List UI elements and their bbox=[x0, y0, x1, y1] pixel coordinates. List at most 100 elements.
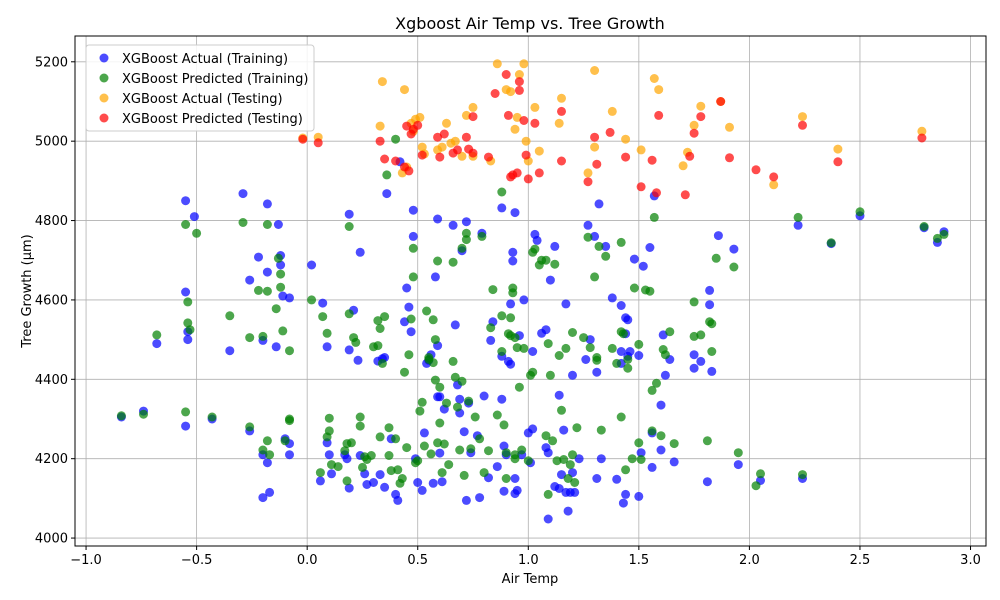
point-actual-training bbox=[607, 293, 617, 303]
point-predicted-training bbox=[391, 134, 401, 144]
point-predicted-testing bbox=[917, 133, 927, 143]
point-predicted-training bbox=[548, 436, 558, 446]
point-predicted-training bbox=[499, 420, 509, 430]
point-predicted-training bbox=[497, 347, 507, 356]
plot-frame bbox=[74, 35, 987, 547]
point-actual-training bbox=[563, 506, 573, 516]
point-predicted-training bbox=[346, 438, 356, 448]
point-predicted-training bbox=[592, 355, 602, 365]
point-actual-training bbox=[479, 391, 489, 401]
point-actual-training bbox=[355, 247, 365, 257]
point-actual-testing bbox=[798, 112, 807, 122]
point-actual-training bbox=[262, 199, 272, 209]
point-predicted-training bbox=[612, 358, 622, 368]
point-actual-training bbox=[430, 272, 440, 282]
point-predicted-training bbox=[373, 316, 383, 326]
point-predicted-training bbox=[139, 409, 148, 419]
point-predicted-training bbox=[508, 283, 518, 293]
point-predicted-training bbox=[616, 412, 626, 422]
y-tick-label: 5200 bbox=[35, 55, 68, 70]
point-actual-training bbox=[382, 189, 392, 199]
point-predicted-training bbox=[756, 469, 765, 479]
point-actual-training bbox=[510, 208, 520, 218]
point-actual-training bbox=[344, 209, 354, 219]
point-predicted-training bbox=[501, 474, 511, 483]
point-actual-testing bbox=[590, 66, 600, 75]
point-predicted-training bbox=[590, 272, 600, 282]
point-predicted-testing bbox=[592, 159, 602, 169]
point-predicted-training bbox=[413, 456, 423, 466]
point-predicted-training bbox=[461, 235, 471, 245]
point-actual-training bbox=[570, 487, 580, 497]
point-predicted-testing bbox=[503, 110, 513, 120]
point-actual-training bbox=[486, 335, 496, 345]
point-predicted-training bbox=[307, 295, 317, 305]
point-actual-training bbox=[557, 470, 566, 480]
legend-label-actual-training: XGBoost Actual (Training) bbox=[122, 52, 288, 67]
data-points bbox=[116, 59, 949, 524]
point-predicted-training bbox=[280, 436, 290, 446]
point-predicted-training bbox=[488, 285, 498, 295]
point-predicted-testing bbox=[654, 110, 664, 120]
point-actual-testing bbox=[457, 151, 467, 161]
point-predicted-testing bbox=[833, 157, 843, 167]
point-actual-training bbox=[561, 299, 571, 309]
point-actual-training bbox=[318, 298, 328, 308]
point-predicted-training bbox=[393, 465, 403, 475]
y-tick-label: 5000 bbox=[35, 135, 68, 150]
point-actual-training bbox=[647, 462, 657, 472]
point-predicted-training bbox=[607, 343, 617, 353]
y-tick-label: 4200 bbox=[35, 452, 68, 467]
point-actual-testing bbox=[512, 112, 522, 122]
point-predicted-training bbox=[406, 314, 416, 324]
point-actual-training bbox=[492, 462, 502, 472]
point-actual-training bbox=[554, 390, 564, 400]
point-predicted-training bbox=[623, 363, 633, 373]
point-predicted-training bbox=[711, 253, 721, 263]
point-predicted-testing bbox=[534, 168, 544, 178]
point-predicted-training bbox=[645, 286, 655, 296]
point-predicted-training bbox=[419, 441, 429, 451]
point-actual-training bbox=[532, 235, 542, 245]
point-actual-training bbox=[508, 247, 518, 257]
point-predicted-training bbox=[729, 262, 739, 272]
point-predicted-training bbox=[402, 443, 412, 453]
point-predicted-training bbox=[565, 460, 575, 470]
point-actual-training bbox=[254, 252, 263, 262]
point-actual-training bbox=[324, 450, 334, 460]
point-predicted-training bbox=[433, 256, 443, 266]
point-predicted-training bbox=[397, 474, 407, 483]
point-predicted-training bbox=[855, 207, 865, 217]
point-actual-testing bbox=[442, 118, 451, 128]
point-predicted-training bbox=[464, 396, 474, 406]
point-predicted-training bbox=[430, 335, 440, 345]
legend: XGBoost Actual (Training) XGBoost Predic… bbox=[85, 44, 315, 132]
point-predicted-training bbox=[660, 350, 670, 360]
point-predicted-training bbox=[344, 222, 354, 231]
point-predicted-testing bbox=[621, 152, 631, 162]
point-actual-training bbox=[512, 485, 522, 495]
point-actual-training bbox=[327, 469, 336, 479]
point-actual-training bbox=[245, 275, 255, 285]
point-predicted-testing bbox=[519, 116, 529, 125]
point-actual-training bbox=[729, 244, 739, 254]
point-actual-training bbox=[634, 491, 644, 501]
point-actual-testing bbox=[678, 161, 688, 171]
point-actual-training bbox=[705, 285, 715, 295]
point-actual-training bbox=[689, 350, 699, 360]
point-predicted-testing bbox=[557, 156, 566, 166]
point-actual-training bbox=[433, 214, 443, 224]
point-predicted-training bbox=[355, 421, 365, 431]
point-predicted-training bbox=[554, 351, 564, 360]
point-predicted-training bbox=[512, 343, 522, 353]
point-actual-training bbox=[497, 394, 507, 404]
point-actual-training bbox=[592, 367, 602, 377]
y-axis-ticks: 4000 4200 4400 4600 4800 5000 5200 bbox=[35, 55, 75, 547]
point-predicted-training bbox=[457, 243, 467, 253]
point-predicted-training bbox=[459, 470, 469, 480]
point-actual-training bbox=[696, 356, 706, 366]
point-actual-training bbox=[258, 493, 268, 503]
point-predicted-training bbox=[627, 454, 637, 464]
point-predicted-training bbox=[185, 325, 195, 335]
